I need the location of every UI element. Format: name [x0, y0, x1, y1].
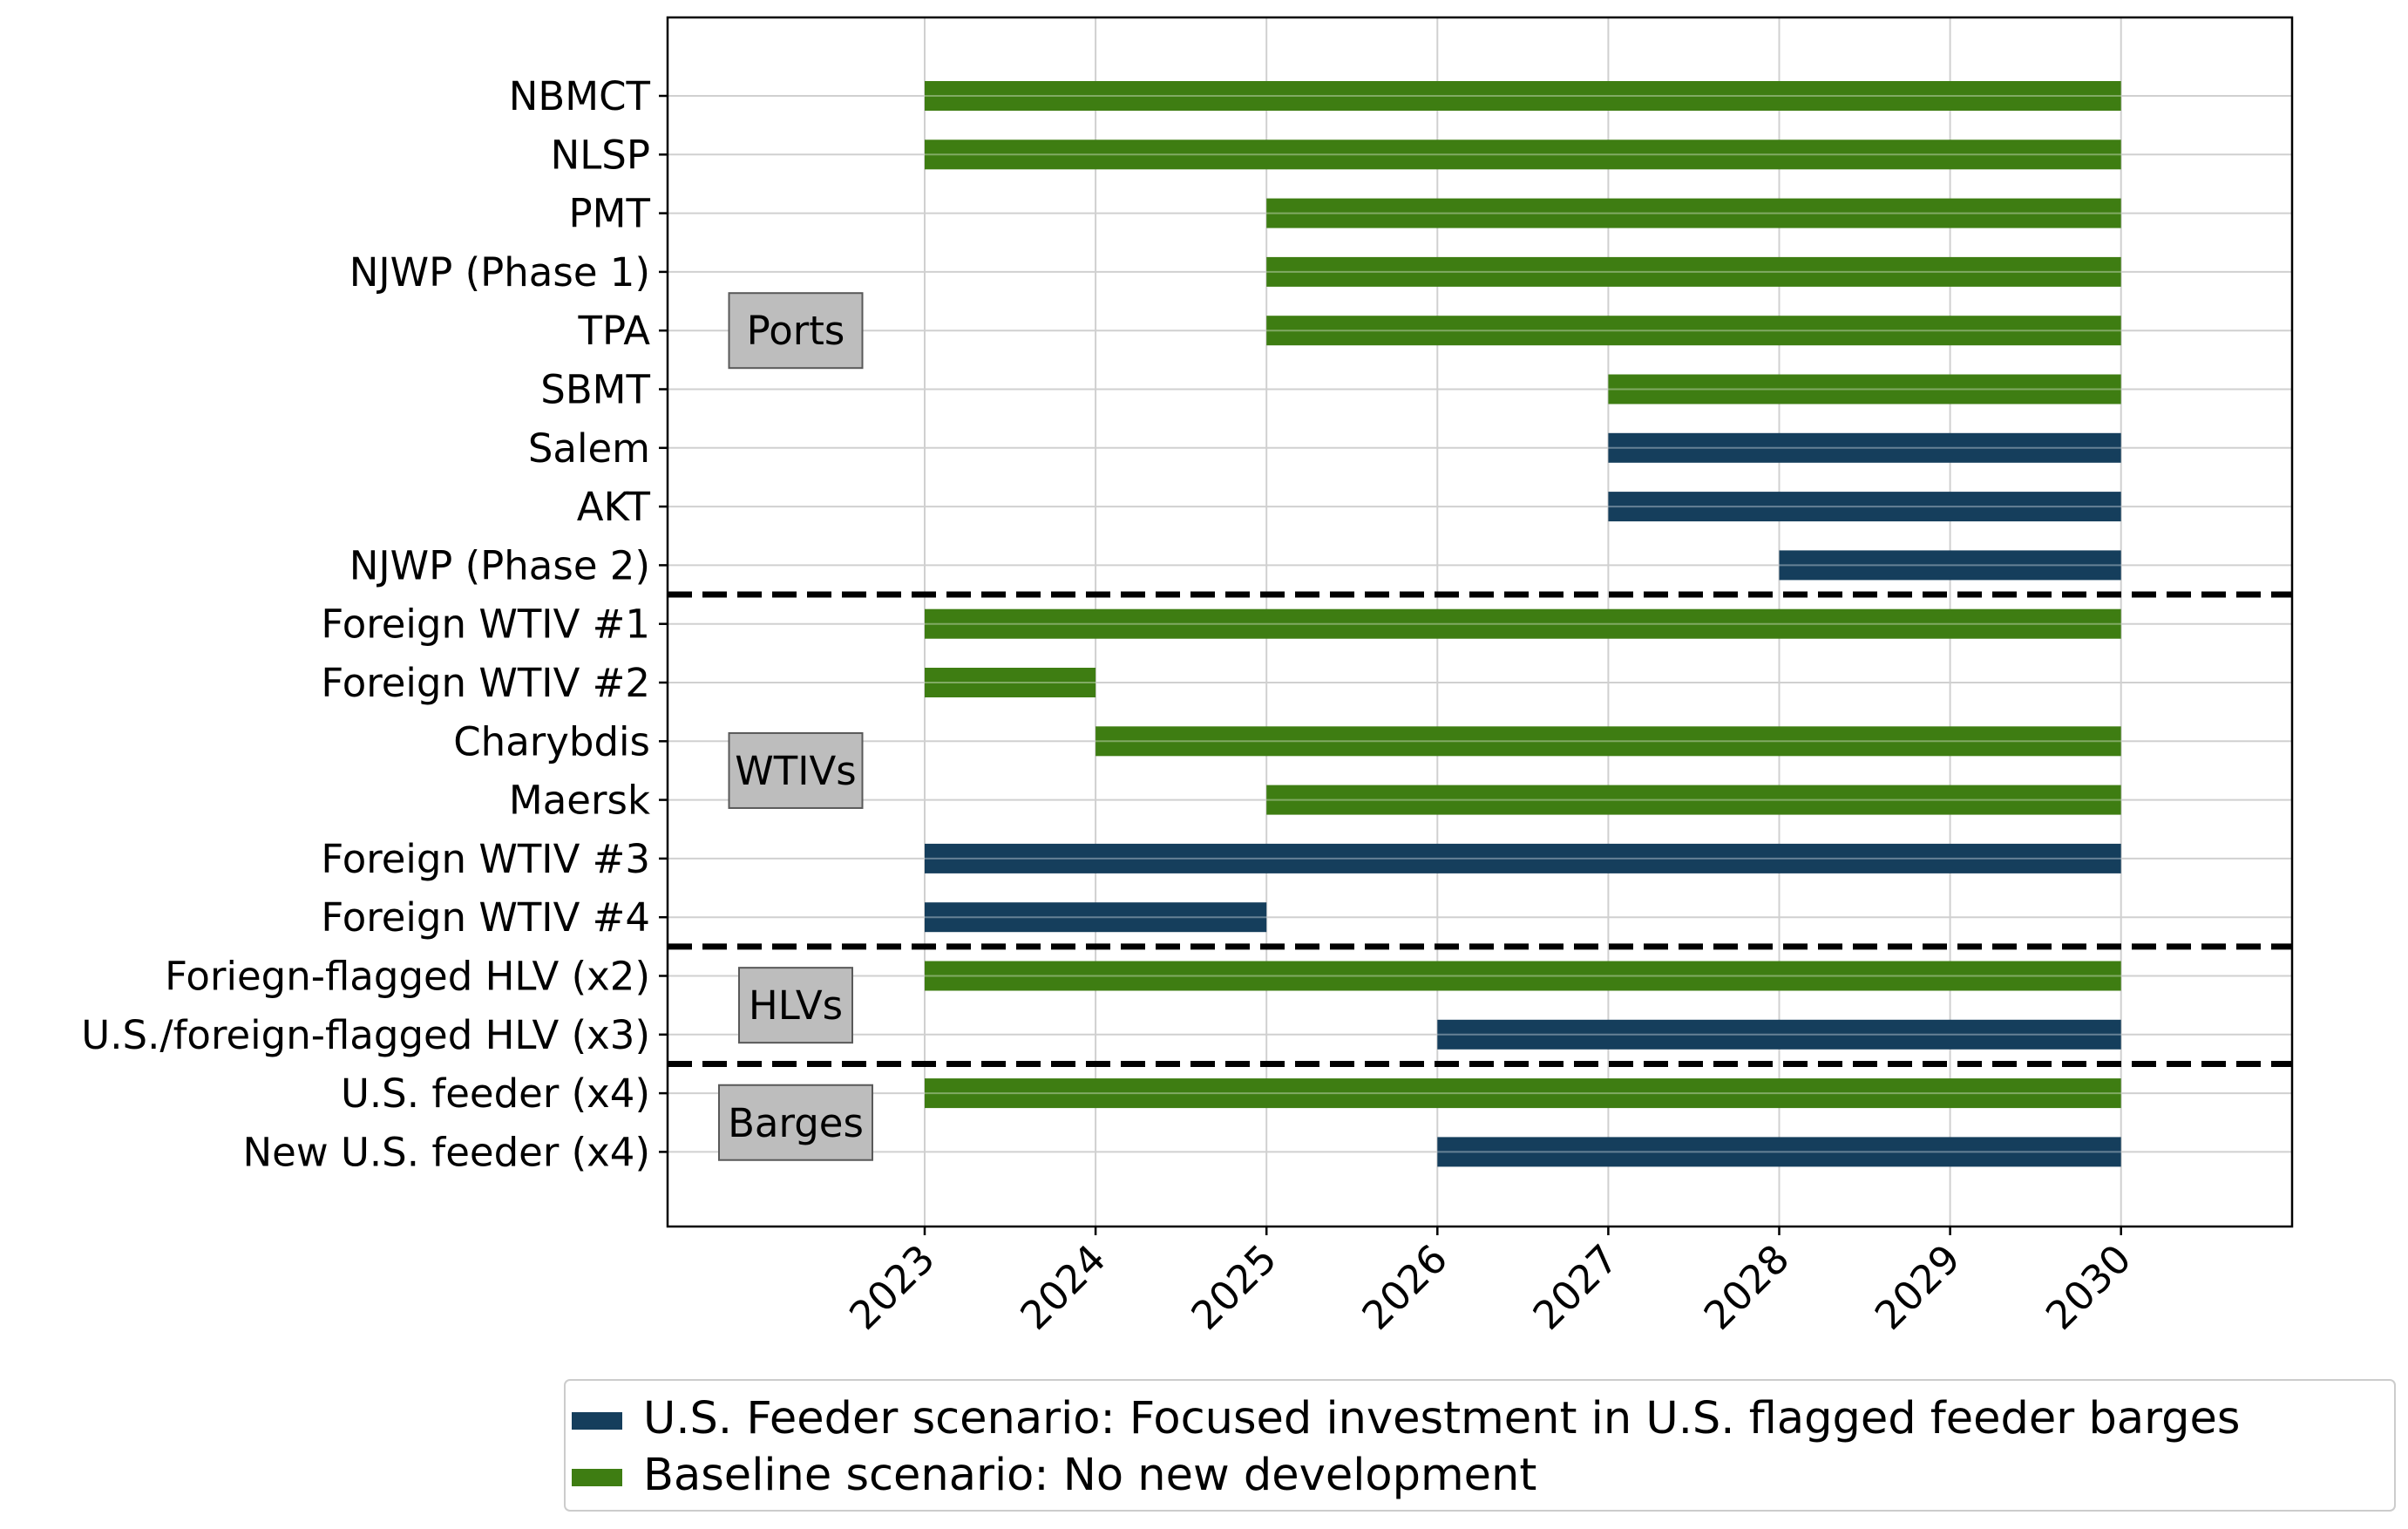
bar-6 — [1608, 374, 2121, 404]
bar-11 — [925, 668, 1096, 697]
x-tick-label: 2028 — [1695, 1235, 1798, 1338]
group-label-box — [718, 1084, 873, 1161]
x-tick-label: 2029 — [1866, 1235, 1969, 1338]
group-label: WTIVs — [735, 748, 856, 794]
y-tick-label: Foreign WTIV #4 — [321, 894, 650, 941]
y-tick-label: U.S. feeder (x4) — [341, 1070, 650, 1117]
group-label: Barges — [728, 1100, 864, 1146]
bar-17 — [1437, 1019, 2121, 1050]
bar-4 — [1266, 256, 2121, 287]
bar-18 — [925, 1078, 2121, 1109]
y-tick-label: Foriegn-flagged HLV (x2) — [165, 954, 650, 1000]
group-label: HLVs — [749, 982, 843, 1029]
bar-12 — [1095, 726, 2121, 757]
y-tick-label: SBMT — [540, 367, 650, 413]
y-tick-label: AKT — [577, 484, 651, 530]
x-tick-label: 2027 — [1524, 1235, 1627, 1338]
x-tick-labels: 2023 2024 2025 2026 2027 2028 2029 2030 — [840, 1227, 2140, 1339]
bar-13 — [1266, 785, 2121, 815]
y-tick-label: Foreign WTIV #3 — [321, 836, 650, 882]
y-tick-label: NLSP — [551, 132, 650, 178]
bars — [925, 81, 2121, 1167]
bar-2 — [925, 139, 2121, 170]
legend: U.S. Feeder scenario: Focused investment… — [564, 1379, 2396, 1512]
y-tick-label: NBMCT — [509, 73, 651, 119]
y-tick-labels: NBMCT NLSP PMT NJWP (Phase 1) TPA SBMT Salem AK… — [81, 73, 668, 1175]
y-tick-label: Charybdis — [453, 718, 650, 764]
legend-swatch — [572, 1469, 622, 1486]
y-tick-label: Foreign WTIV #2 — [321, 660, 650, 706]
bar-5 — [1266, 316, 2121, 346]
bar-9 — [1779, 550, 2121, 581]
x-tick-label: 2023 — [840, 1235, 943, 1338]
bar-1 — [925, 81, 2121, 111]
y-tick-label: U.S./foreign-flagged HLV (x3) — [81, 1012, 650, 1058]
x-tick-label: 2026 — [1353, 1235, 1456, 1338]
y-tick-label: Maersk — [509, 778, 650, 824]
group-label: Ports — [747, 308, 845, 354]
x-tick-label: 2025 — [1183, 1235, 1285, 1338]
group-label-box — [738, 967, 853, 1044]
group-label-box — [728, 292, 864, 370]
bar-8 — [1608, 492, 2121, 522]
bar-16 — [925, 961, 2121, 991]
group-label-box — [728, 731, 864, 809]
bar-3 — [1266, 198, 2121, 228]
y-tick-label: NJWP (Phase 1) — [349, 249, 650, 296]
plot-frame — [666, 16, 2294, 1228]
legend-box — [564, 1379, 2396, 1512]
bar-10 — [925, 608, 2121, 639]
legend-label: U.S. Feeder scenario: Focused investment… — [643, 1393, 2240, 1444]
bar-19 — [1437, 1137, 2121, 1167]
bar-7 — [1608, 432, 2121, 463]
bar-14 — [925, 843, 2121, 873]
legend-swatch — [572, 1412, 622, 1430]
x-tick-label: 2024 — [1011, 1235, 1114, 1338]
y-tick-label: Foreign WTIV #1 — [321, 601, 650, 648]
x-tick-label: 2030 — [2037, 1235, 2140, 1338]
y-tick-label: NJWP (Phase 2) — [349, 542, 650, 588]
legend-label: Baseline scenario: No new development — [643, 1450, 1536, 1501]
y-tick-label: Salem — [528, 425, 650, 472]
y-tick-label: New U.S. feeder (x4) — [242, 1129, 650, 1175]
y-tick-label: TPA — [577, 308, 650, 354]
bar-15 — [925, 902, 1267, 933]
y-tick-label: PMT — [569, 191, 651, 237]
